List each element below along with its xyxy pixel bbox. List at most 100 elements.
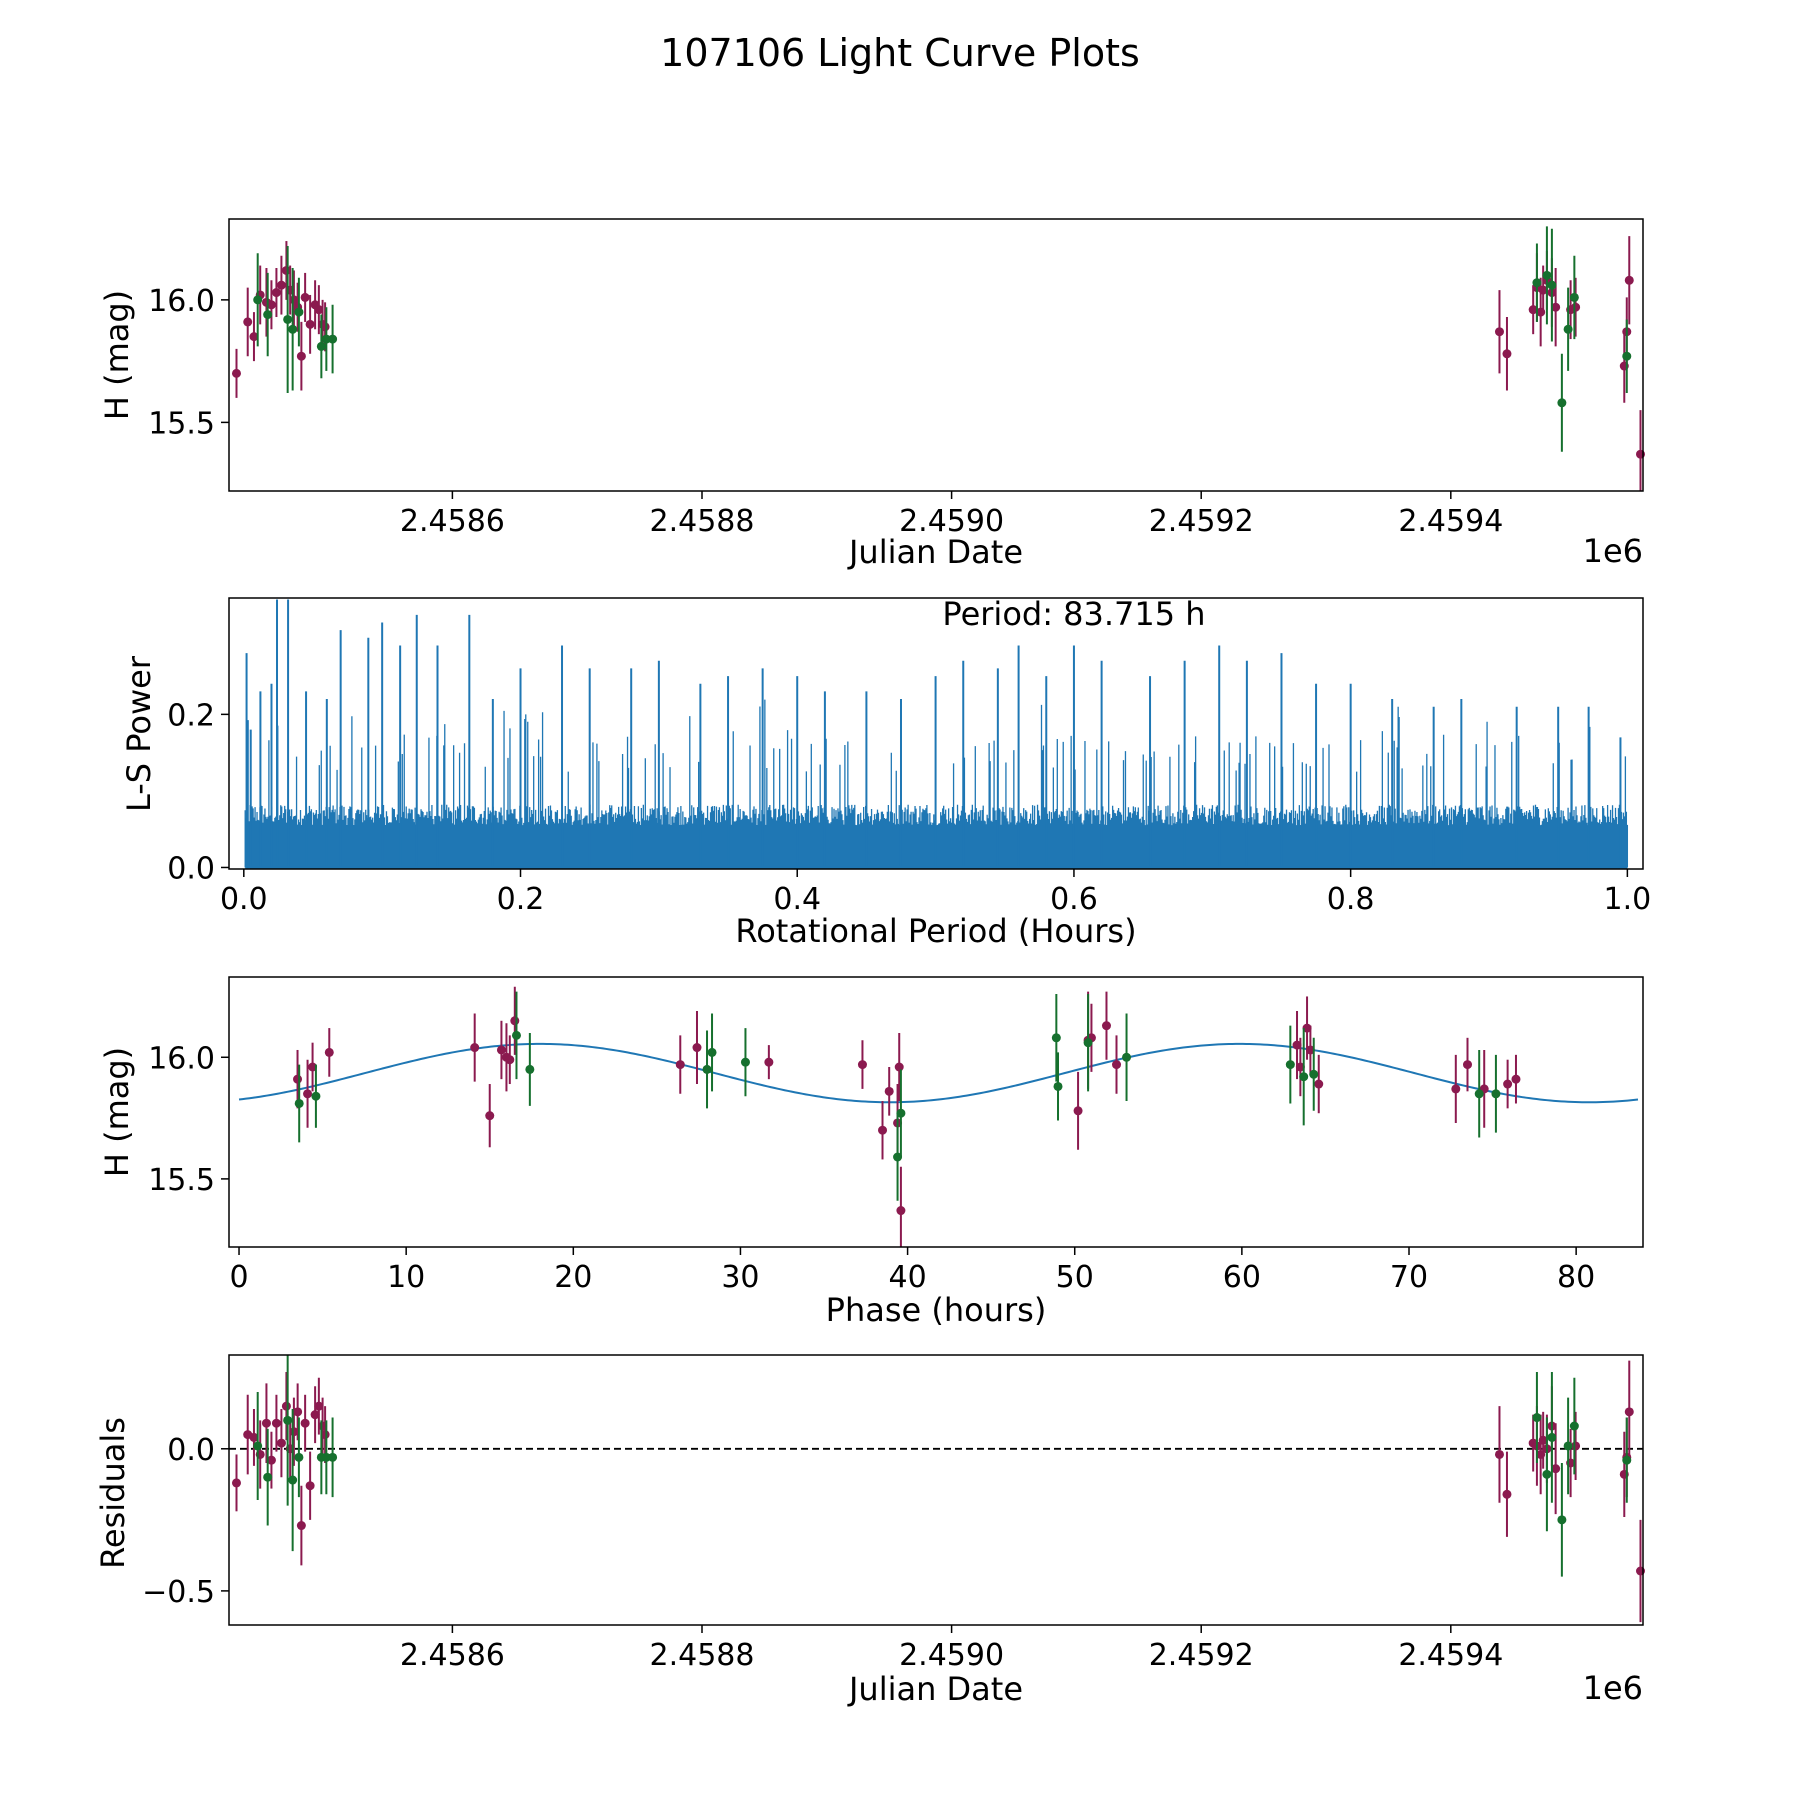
residuals-green-point [288,1475,298,1485]
periodogram-x-label: Rotational Period (Hours) [735,912,1136,950]
lightcurve-green-point [1547,280,1557,290]
panel-periodogram: 0.0 0.2 0.4 0.6 0.8 1.0 0.0 0.2 Period: 83.715 … [120,595,1651,950]
phased-green-point [1491,1089,1501,1099]
residuals-green-point [263,1472,273,1482]
lightcurve-green-point [253,295,263,305]
lightcurve-purple-point [271,288,281,298]
phased-x-tick-label: 40 [888,1260,926,1295]
phased-x-tick-label: 60 [1223,1260,1261,1295]
phased-x-tick-label: 70 [1390,1260,1428,1295]
periodogram-data-layer [244,599,1629,869]
residuals-purple-point [310,1410,320,1420]
phased-x-tick-label: 50 [1056,1260,1094,1295]
residuals-purple-point [276,1438,286,1448]
residuals-purple-point [261,1418,271,1428]
lightcurve-y-label: H (mag) [98,290,136,420]
phased-purple-point [1463,1060,1473,1070]
lightcurve-purple-point [249,332,259,342]
lightcurve-purple-point [305,319,315,329]
lightcurve-green-point [1542,270,1552,280]
lightcurve-purple-point [1494,327,1504,337]
lightcurve-purple-point [289,295,299,305]
lightcurve-x-tick-label: 2.4586 [400,504,505,539]
phased-green-point [294,1098,304,1108]
phased-green-point [1309,1069,1319,1079]
phased-purple-point [1101,1021,1111,1031]
phased-y-tick-label: 15.5 [148,1163,215,1198]
residuals-green-point [328,1452,338,1462]
phased-green-point [1474,1089,1484,1099]
residuals-x-tick-label: 2.4594 [1398,1638,1503,1673]
periodogram-annotation: Period: 83.715 h [942,595,1205,633]
lightcurve-purple-point [231,368,241,378]
residuals-green-point [1547,1432,1557,1442]
phased-purple-point [1503,1079,1513,1089]
lightcurve-green-point [1563,324,1573,334]
residuals-purple-point [320,1430,330,1440]
residuals-purple-point [1571,1441,1581,1451]
phased-purple-point [764,1057,774,1067]
lightcurve-x-tick-label: 2.4594 [1398,504,1503,539]
lightcurve-y-tick-label: 16.0 [148,284,215,319]
lightcurve-purple-point [320,322,330,332]
phased-purple-point [303,1089,313,1099]
phased-green-point [511,1030,521,1040]
phased-purple-point [1314,1079,1324,1089]
lightcurve-green-point [1569,292,1579,302]
phased-green-point [1051,1033,1061,1043]
lightcurve-purple-point [1551,302,1561,312]
periodogram-y-tick-label: 0.2 [167,698,215,733]
phased-purple-point [496,1045,506,1055]
phased-purple-point [857,1060,867,1070]
residuals-purple-point [1551,1464,1561,1474]
residuals-y-label: Residuals [94,1417,132,1569]
periodogram-x-tick-label: 0.0 [220,882,268,917]
residuals-purple-point [305,1481,315,1491]
periodogram-x-tick-label: 1.0 [1604,882,1652,917]
residuals-purple-point [231,1478,241,1488]
panel-lightcurve: 2.4586 2.4588 2.4590 2.4592 2.4594 15.5 16.0 J… [98,218,1646,571]
residuals-purple-point [266,1455,276,1465]
phased-purple-point [308,1062,318,1072]
lightcurve-green-point [328,334,338,344]
phased-y-label: H (mag) [98,1047,136,1177]
lightcurve-purple-point [1502,349,1512,359]
phased-x-label: Phase (hours) [826,1291,1047,1329]
periodogram-axes: 0.0 0.2 0.4 0.6 0.8 1.0 0.0 0.2 [167,698,1651,917]
lightcurve-x-label: Julian Date [847,533,1023,571]
residuals-purple-point [1494,1449,1504,1459]
residuals-y-tick-label: 0.0 [167,1433,215,1468]
lightcurve-purple-point [266,300,276,310]
phased-purple-point [1073,1106,1083,1116]
residuals-axes: 2.4586 2.4588 2.4590 2.4592 2.4594 −0.5 0.0 [142,1433,1503,1673]
lightcurve-x-tick-label: 2.4592 [1149,504,1254,539]
phased-purple-point [1305,1045,1315,1055]
phased-green-point [896,1108,906,1118]
figure-title: 107106 Light Curve Plots [660,31,1140,75]
periodogram-y-tick-label: 0.0 [167,851,215,886]
phased-green-point [893,1152,903,1162]
lightcurve-green-point [288,324,298,334]
periodogram-x-tick-label: 0.6 [1050,882,1098,917]
phased-green-point [702,1064,712,1074]
phased-purple-point [878,1125,888,1135]
phased-purple-point [894,1062,904,1072]
phased-x-tick-label: 0 [229,1260,248,1295]
phased-purple-point [324,1047,334,1057]
residuals-green-point [1569,1421,1579,1431]
residuals-green-point [283,1415,293,1425]
residuals-purple-point [293,1407,303,1417]
periodogram-y-label: L-S Power [120,655,158,812]
periodogram-x-tick-label: 0.4 [773,882,821,917]
residuals-x-tick-label: 2.4588 [650,1638,755,1673]
lightcurve-purple-point [1538,285,1548,295]
lightcurve-green-point [1557,398,1567,408]
phased-purple-point [675,1060,685,1070]
lightcurve-plot-frame [228,218,1644,492]
phased-purple-point [470,1043,480,1053]
phased-green-point [311,1091,321,1101]
phased-data-layer [238,986,1639,1247]
lightcurve-purple-point [243,317,253,327]
